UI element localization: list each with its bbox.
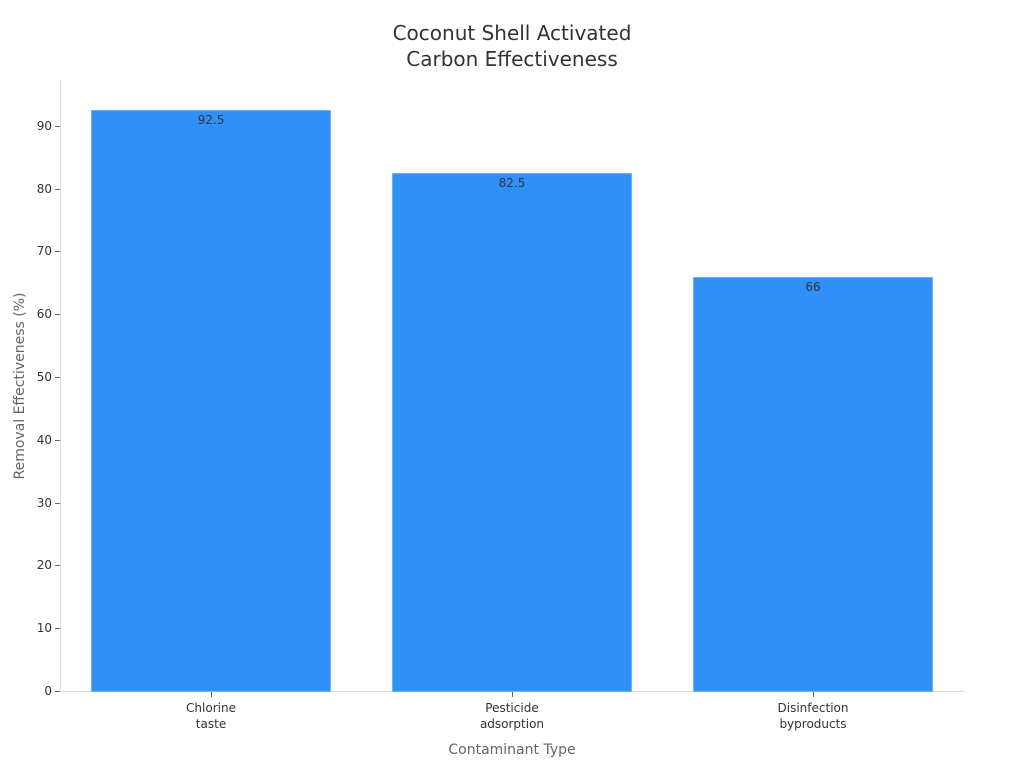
x-tick-label-line: Chlorine	[186, 701, 236, 715]
x-tick-label: Pesticide adsorption	[432, 700, 592, 732]
bar-value-label: 82.5	[498, 176, 526, 190]
x-tick-label: Disinfection byproducts	[733, 700, 893, 732]
y-tick-label: 0	[44, 683, 52, 698]
chart-title: Coconut Shell Activated Carbon Effective…	[312, 20, 712, 72]
x-tick-label: Chlorine taste	[131, 700, 291, 732]
y-tick-label: 40	[36, 432, 52, 447]
x-tick-label-line: Disinfection	[777, 701, 849, 715]
bar-value-label: 92.5	[197, 113, 225, 127]
y-tick-label: 30	[36, 495, 52, 510]
x-tick-label-line: adsorption	[479, 717, 545, 731]
y-ticks	[55, 126, 60, 692]
x-ticks	[211, 692, 814, 697]
chart-title-line-1: Coconut Shell Activated	[392, 21, 632, 45]
bar-value-label: 66	[805, 280, 821, 294]
y-axis-label: Removal Effectiveness (%)	[12, 292, 28, 480]
y-tick-label: 20	[36, 557, 52, 572]
bar	[693, 277, 933, 692]
y-tick-label: 90	[36, 118, 52, 133]
y-tick-label: 80	[36, 181, 52, 196]
x-tick-label-line: byproducts	[779, 717, 847, 731]
y-tick-label: 50	[36, 369, 52, 384]
bar	[91, 110, 331, 692]
x-axis-label: Contaminant Type	[448, 742, 576, 758]
bar	[392, 173, 632, 692]
chart-title-line-2: Carbon Effectiveness	[406, 47, 618, 71]
x-tick-label-line: taste	[195, 717, 227, 731]
y-tick-label: 10	[36, 620, 52, 635]
x-tick-label-line: Pesticide	[485, 701, 539, 715]
y-tick-label: 60	[36, 306, 52, 321]
y-tick-label: 70	[36, 243, 52, 258]
